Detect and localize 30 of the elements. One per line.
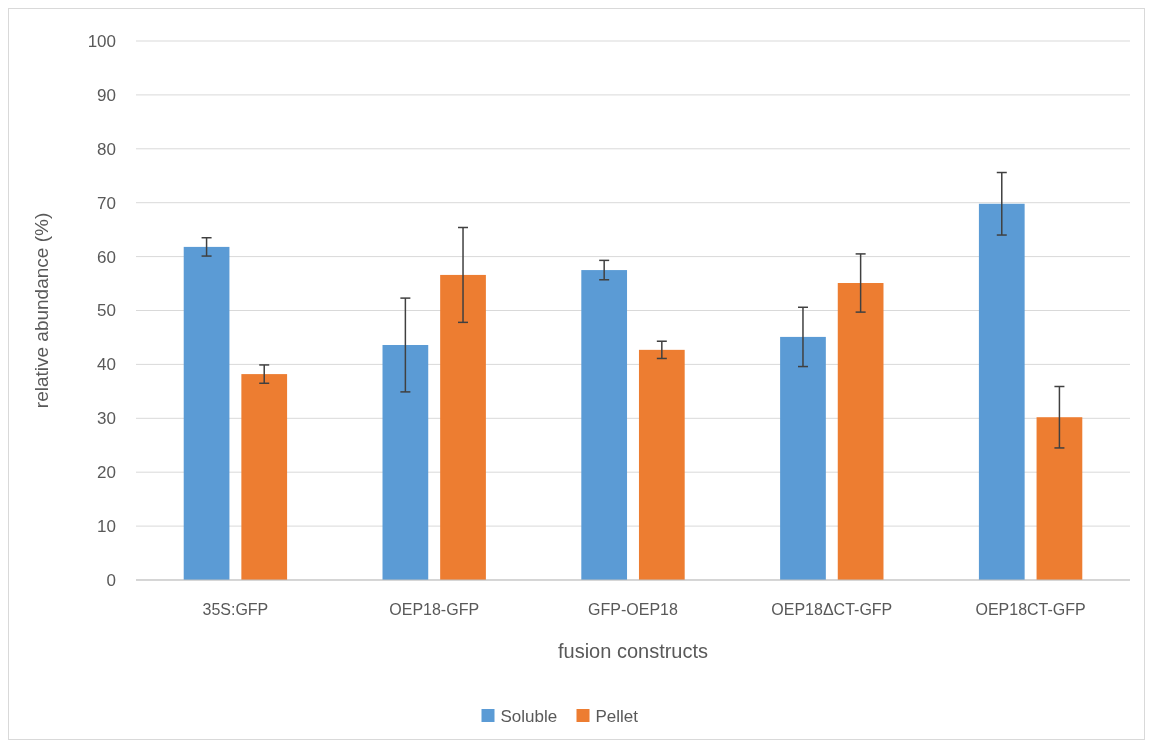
x-tick-label: GFP-OEP18: [588, 601, 678, 618]
y-tick-label: 70: [97, 193, 116, 213]
bar: [978, 203, 1025, 580]
legend-label: Soluble: [500, 707, 558, 726]
y-tick-label: 100: [87, 31, 116, 51]
y-tick-label: 10: [97, 517, 116, 537]
y-tick-label: 40: [97, 355, 116, 375]
bar: [780, 336, 826, 580]
y-tick-label: 0: [106, 570, 116, 590]
legend-label: Pellet: [595, 707, 639, 726]
x-tick-label: OEP18-GFP: [389, 601, 480, 618]
bar: [382, 345, 429, 580]
y-axis-title: relative abundance (%): [31, 212, 52, 409]
x-tick-label: 35S:GFP: [202, 601, 269, 618]
bar: [581, 270, 628, 580]
y-tick-label: 90: [97, 85, 116, 105]
x-tick-label: OEP18ΔCT-GFP: [771, 601, 893, 618]
bar: [837, 283, 884, 580]
bar: [1036, 417, 1083, 580]
x-axis-title: fusion constructs: [557, 640, 709, 662]
y-tick-label: 60: [97, 247, 116, 267]
bar: [440, 274, 486, 580]
bar: [638, 349, 685, 580]
y-tick-label: 20: [97, 463, 116, 483]
y-tick-label: 50: [97, 301, 116, 321]
y-tick-label: 80: [97, 139, 116, 159]
bar: [241, 374, 288, 580]
bar: [183, 246, 230, 580]
y-tick-label: 30: [97, 409, 116, 429]
x-tick-label: OEP18CT-GFP: [975, 601, 1086, 618]
